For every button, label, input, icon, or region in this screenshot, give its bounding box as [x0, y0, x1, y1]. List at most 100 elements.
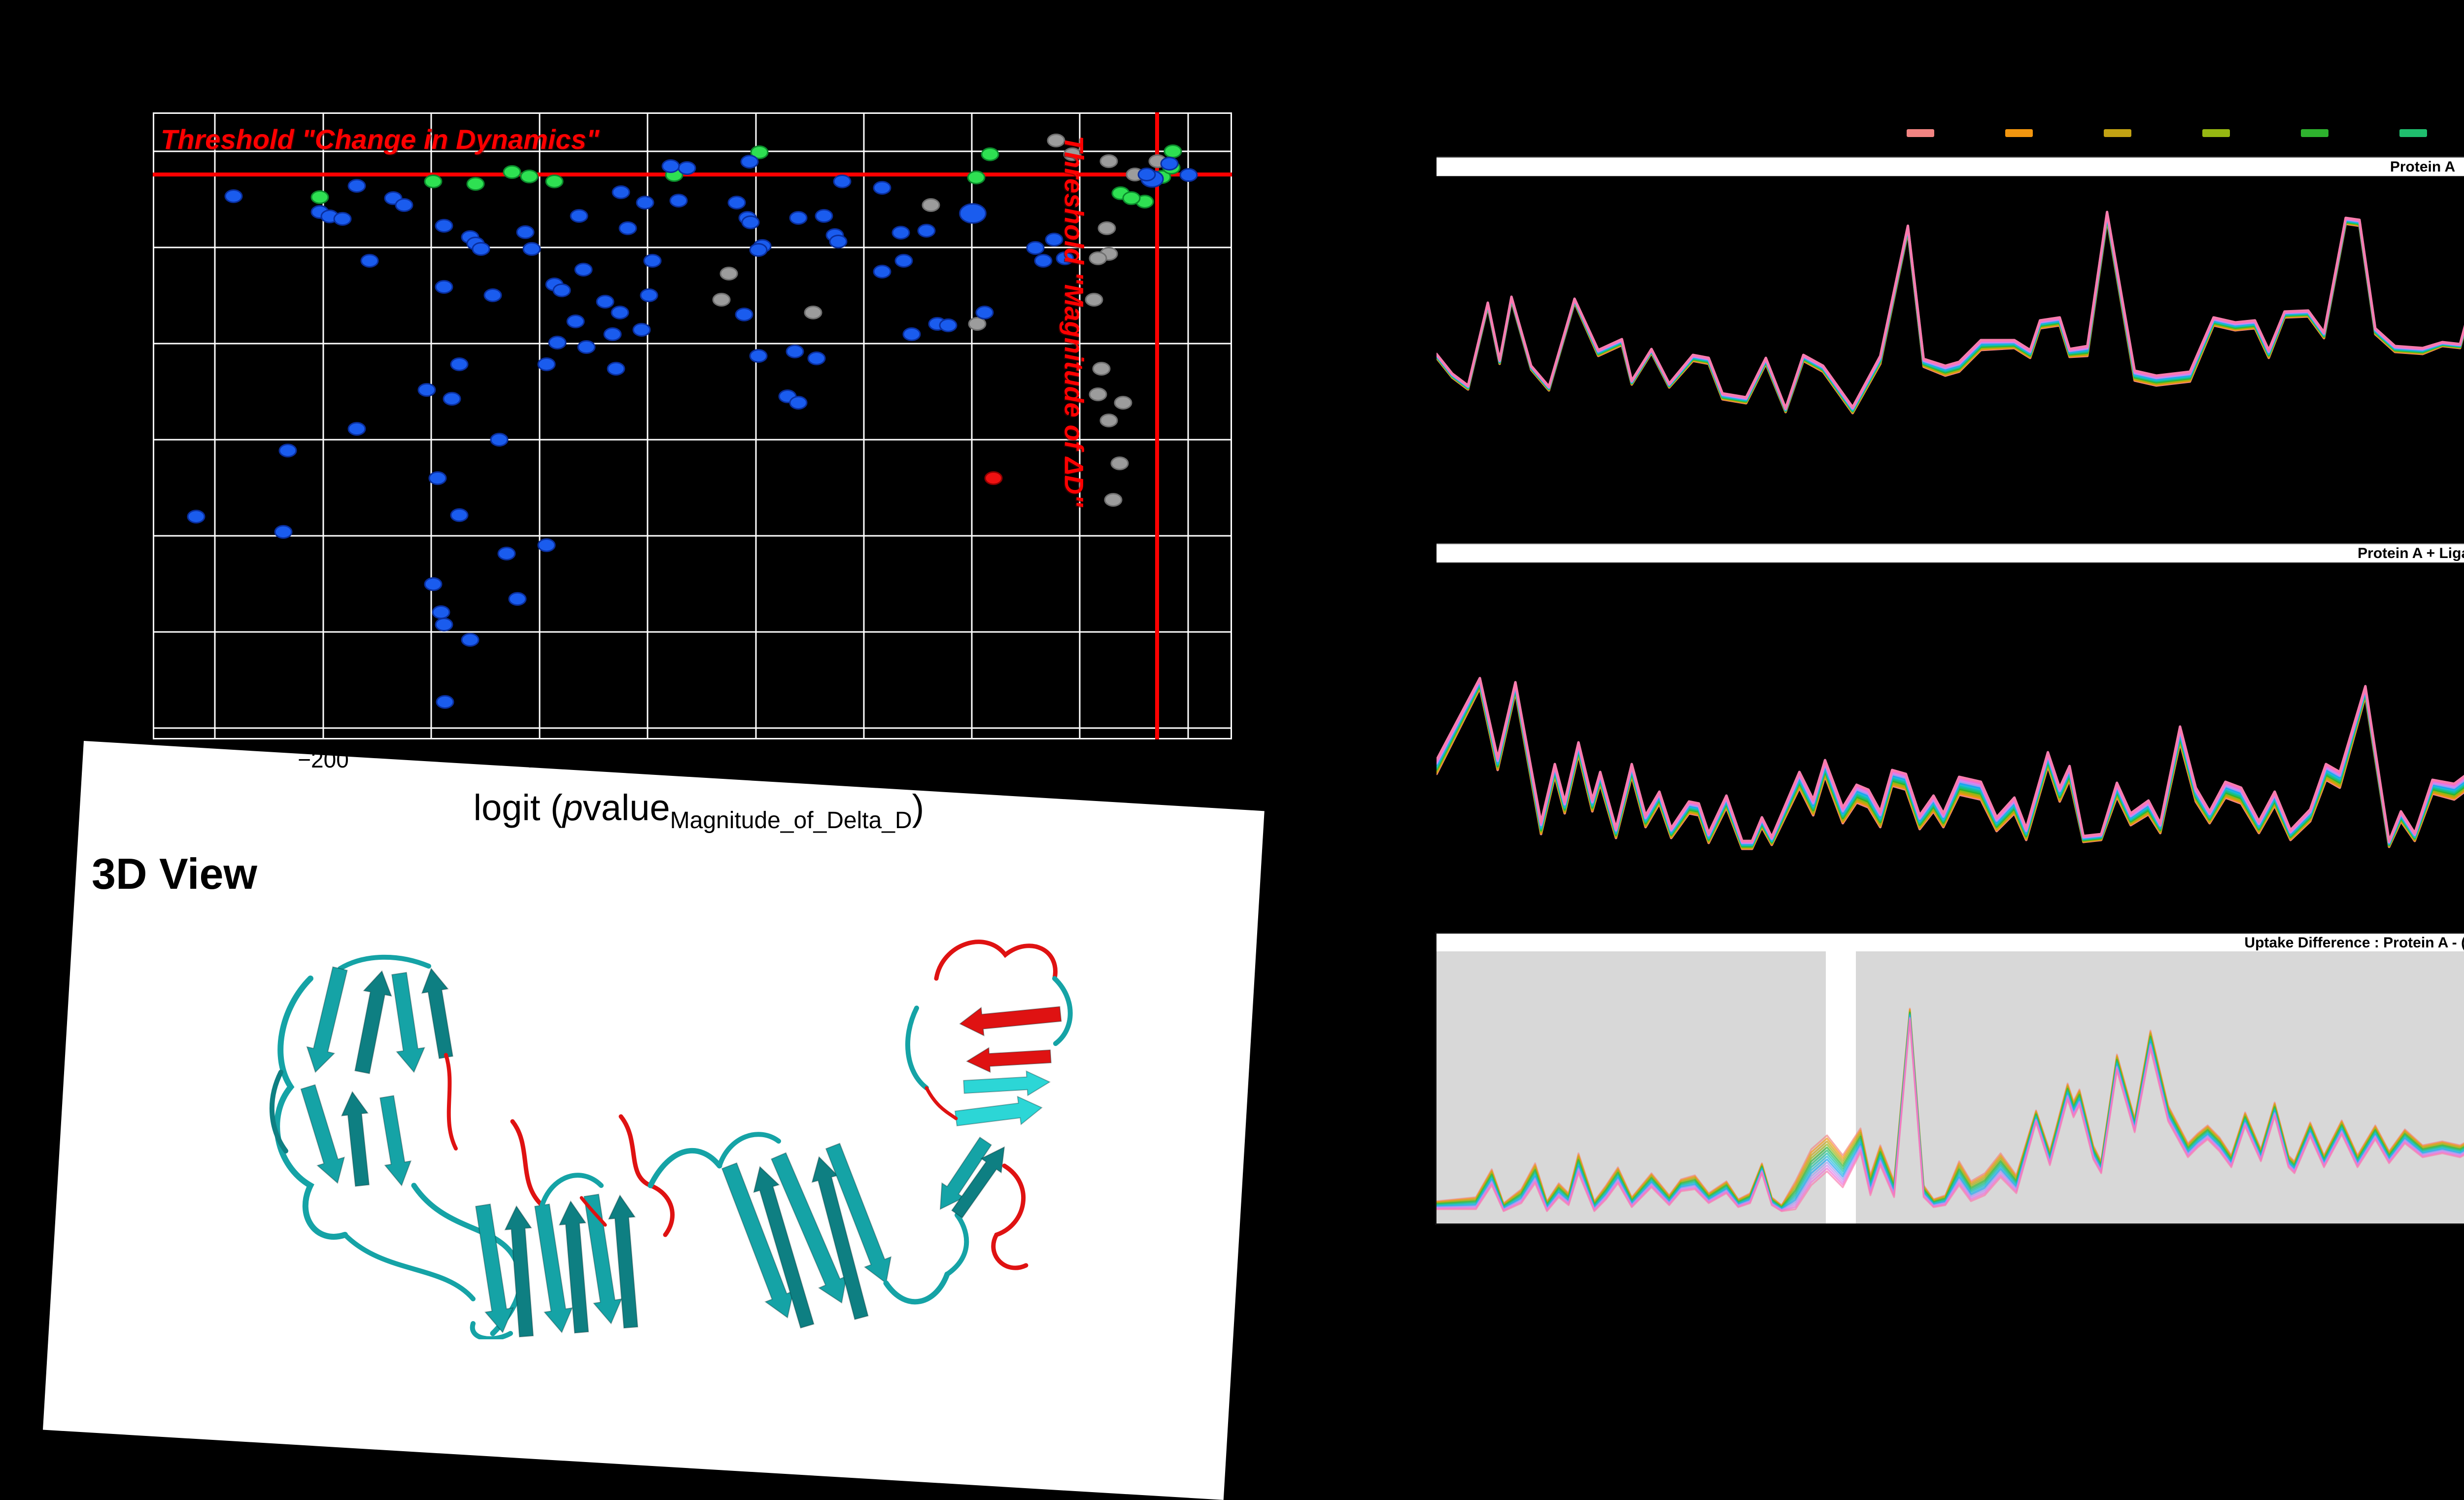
- scatter-point[interactable]: [636, 196, 654, 209]
- scatter-point[interactable]: [873, 181, 891, 195]
- scatter-point[interactable]: [712, 293, 731, 307]
- scatter-point[interactable]: [428, 471, 447, 485]
- scatter-point[interactable]: [894, 254, 913, 268]
- scatter-point[interactable]: [1097, 221, 1116, 235]
- scatter-point[interactable]: [466, 177, 485, 191]
- scatter-point[interactable]: [537, 357, 556, 371]
- scatter-point[interactable]: [1179, 168, 1198, 182]
- scatter-point[interactable]: [1164, 144, 1182, 158]
- scatter-point[interactable]: [461, 633, 479, 647]
- scatter-point[interactable]: [640, 288, 658, 302]
- scatter-point[interactable]: [607, 362, 625, 376]
- volcano-scatter-canvas[interactable]: [153, 112, 1232, 739]
- protein-a-uptake-chart[interactable]: [1437, 175, 2464, 513]
- scatter-point[interactable]: [424, 174, 443, 188]
- scatter-point[interactable]: [483, 288, 502, 302]
- legend-swatch-4[interactable]: [2202, 129, 2230, 137]
- scatter-point[interactable]: [436, 695, 454, 709]
- scatter-point[interactable]: [552, 283, 571, 297]
- legend-swatch-3[interactable]: [2104, 129, 2131, 137]
- volcano-plot-area[interactable]: Threshold "Change in Dynamics": [153, 112, 1232, 739]
- scatter-point[interactable]: [740, 155, 759, 169]
- scatter-point[interactable]: [967, 171, 986, 184]
- scatter-point[interactable]: [922, 198, 940, 212]
- scatter-point[interactable]: [833, 174, 852, 188]
- scatter-point[interactable]: [719, 267, 738, 280]
- scatter-point[interactable]: [278, 444, 297, 457]
- scatter-point[interactable]: [490, 433, 509, 447]
- scatter-point[interactable]: [1104, 493, 1123, 507]
- scatter-point[interactable]: [516, 225, 535, 239]
- scatter-point[interactable]: [274, 525, 293, 539]
- scatter-point[interactable]: [618, 221, 637, 235]
- scatter-point[interactable]: [450, 508, 469, 522]
- scatter-point[interactable]: [749, 349, 768, 363]
- scatter-point[interactable]: [750, 145, 769, 159]
- scatter-point[interactable]: [786, 345, 804, 358]
- scatter-point[interactable]: [450, 357, 469, 371]
- scatter-point[interactable]: [508, 592, 527, 606]
- scatter-point[interactable]: [435, 219, 453, 233]
- legend-swatch-5[interactable]: [2301, 129, 2328, 137]
- scatter-point[interactable]: [522, 242, 541, 256]
- scatter-point[interactable]: [1034, 254, 1053, 268]
- scatter-point[interactable]: [1026, 241, 1045, 255]
- scatter-point[interactable]: [395, 198, 413, 212]
- scatter-point[interactable]: [981, 147, 999, 161]
- scatter-point[interactable]: [537, 538, 556, 552]
- protein-ribbon-viewport[interactable]: [237, 909, 1114, 1339]
- legend-swatch-2[interactable]: [2005, 129, 2033, 137]
- scatter-point[interactable]: [333, 212, 352, 226]
- scatter-point[interactable]: [497, 547, 516, 560]
- scatter-point[interactable]: [472, 242, 490, 256]
- scatter-point[interactable]: [789, 211, 808, 225]
- scatter-point[interactable]: [984, 471, 1003, 485]
- scatter-point[interactable]: [612, 185, 630, 199]
- scatter-point[interactable]: [678, 161, 696, 175]
- scatter-point[interactable]: [1099, 154, 1118, 168]
- scatter-point[interactable]: [632, 323, 651, 337]
- scatter-point[interactable]: [1045, 233, 1063, 246]
- scatter-point[interactable]: [891, 226, 910, 240]
- scatter-point[interactable]: [1089, 387, 1107, 401]
- scatter-point[interactable]: [804, 306, 822, 319]
- scatter-point[interactable]: [873, 265, 891, 279]
- scatter-point[interactable]: [310, 190, 329, 204]
- scatter-point[interactable]: [902, 327, 921, 341]
- scatter-point[interactable]: [669, 194, 688, 208]
- scatter-point[interactable]: [735, 308, 753, 321]
- scatter-point[interactable]: [959, 203, 987, 224]
- scatter-point[interactable]: [570, 209, 588, 223]
- scatter-point[interactable]: [1047, 134, 1065, 147]
- scatter-point[interactable]: [1160, 157, 1179, 171]
- scatter-point[interactable]: [749, 243, 768, 257]
- scatter-point[interactable]: [1089, 251, 1107, 265]
- scatter-point[interactable]: [815, 209, 833, 223]
- scatter-point[interactable]: [1085, 293, 1103, 307]
- scatter-point[interactable]: [917, 224, 936, 238]
- scatter-point[interactable]: [347, 179, 366, 193]
- scatter-point[interactable]: [424, 577, 443, 591]
- scatter-point[interactable]: [1092, 362, 1111, 376]
- legend-swatch-1[interactable]: [1907, 129, 1934, 137]
- scatter-point[interactable]: [566, 314, 585, 328]
- scatter-point[interactable]: [975, 306, 994, 319]
- scatter-point[interactable]: [548, 336, 567, 349]
- scatter-point[interactable]: [1137, 168, 1156, 181]
- scatter-point[interactable]: [1114, 396, 1132, 410]
- scatter-point[interactable]: [1063, 147, 1082, 161]
- scatter-point[interactable]: [1110, 456, 1129, 470]
- scatter-point[interactable]: [443, 392, 461, 406]
- scatter-point[interactable]: [503, 165, 521, 179]
- protein-a-ligand-uptake-chart[interactable]: [1437, 561, 2464, 897]
- scatter-point[interactable]: [545, 174, 564, 188]
- scatter-point[interactable]: [661, 159, 680, 173]
- scatter-point[interactable]: [643, 254, 662, 268]
- scatter-point[interactable]: [789, 396, 808, 410]
- scatter-point[interactable]: [968, 317, 987, 331]
- scatter-point[interactable]: [1099, 414, 1118, 427]
- scatter-point[interactable]: [1122, 191, 1141, 205]
- scatter-point[interactable]: [611, 306, 629, 319]
- scatter-point[interactable]: [432, 605, 450, 619]
- scatter-point[interactable]: [347, 422, 366, 436]
